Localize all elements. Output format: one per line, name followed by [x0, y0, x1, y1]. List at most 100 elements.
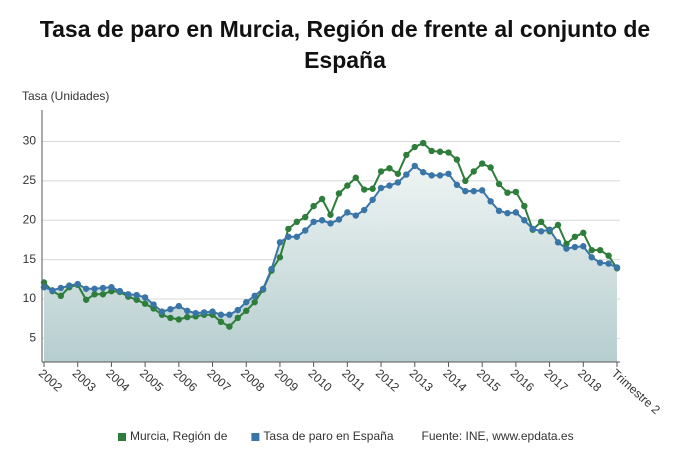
data-point: [419, 169, 427, 176]
data-point: [217, 318, 225, 326]
data-point: [478, 160, 486, 167]
data-point: [478, 187, 486, 194]
data-point: [588, 254, 595, 261]
y-axis-label: Tasa (Unidades): [22, 89, 109, 103]
y-tick-label: 10: [23, 291, 37, 305]
data-point: [57, 292, 65, 300]
data-point: [554, 221, 562, 229]
source: Fuente: INE, www.epdata.es: [422, 429, 574, 443]
data-point: [150, 301, 157, 308]
data-point: [251, 292, 258, 300]
data-point: [352, 174, 359, 181]
data-point: [487, 164, 494, 171]
data-point: [293, 233, 300, 240]
data-point: [453, 181, 461, 189]
data-point: [141, 300, 149, 307]
x-tick-label: 2012: [373, 366, 402, 394]
x-tick-label: 2011: [339, 366, 368, 394]
data-point: [512, 209, 520, 216]
data-point: [184, 307, 191, 315]
x-tick-label: 2014: [440, 366, 469, 394]
data-point: [251, 298, 258, 306]
data-point: [512, 188, 520, 196]
data-point: [310, 202, 317, 210]
data-point: [403, 171, 410, 178]
data-point: [167, 306, 174, 313]
x-tick-label: 2008: [238, 366, 267, 394]
data-point: [226, 323, 233, 330]
data-point: [57, 284, 65, 292]
data-point: [66, 282, 73, 289]
data-point: [521, 217, 528, 224]
data-point: [285, 225, 292, 233]
x-tick-label: 2018: [575, 366, 604, 394]
data-point: [217, 311, 225, 318]
data-point: [184, 313, 191, 321]
data-point: [293, 218, 300, 226]
data-point: [82, 296, 90, 303]
data-point: [428, 172, 435, 179]
data-point: [91, 285, 98, 292]
data-point: [537, 228, 545, 235]
data-point: [386, 165, 393, 172]
data-point: [386, 182, 393, 189]
data-point: [335, 216, 343, 223]
data-point: [462, 187, 469, 195]
data-point: [453, 156, 461, 163]
data-point: [605, 260, 612, 267]
data-point: [571, 243, 579, 251]
data-point: [116, 287, 124, 295]
y-tick-label: 20: [23, 212, 37, 226]
data-point: [428, 147, 435, 155]
x-tick-label: 2010: [306, 366, 335, 394]
data-point: [554, 239, 562, 246]
data-point: [82, 285, 90, 292]
area: [44, 165, 617, 362]
y-tick-label: 15: [23, 252, 37, 266]
data-point: [327, 220, 334, 227]
data-point: [377, 184, 385, 192]
data-point: [125, 291, 132, 298]
data-point: [108, 283, 115, 291]
data-point: [175, 316, 183, 323]
data-point: [91, 291, 98, 298]
x-tick-label: Trimestre 2: [609, 366, 663, 417]
data-point: [344, 182, 351, 189]
data-point: [537, 218, 545, 226]
data-point: [268, 265, 275, 273]
data-point: [529, 225, 536, 233]
data-point: [234, 314, 242, 322]
legend-swatch: [251, 433, 260, 441]
x-tick-label: 2013: [407, 366, 436, 394]
x-tick-label: 2006: [171, 366, 200, 394]
data-point: [259, 285, 267, 292]
x-tick-label: 2015: [474, 366, 503, 394]
x-tick-label: 2002: [36, 366, 65, 394]
data-point: [344, 209, 351, 216]
data-point: [394, 170, 402, 177]
data-point: [403, 151, 410, 159]
data-point: [613, 264, 621, 271]
data-point: [436, 148, 444, 155]
data-point: [141, 294, 149, 301]
data-point: [470, 187, 477, 195]
data-point: [285, 233, 292, 240]
data-point: [74, 280, 81, 288]
legend-swatch: [118, 433, 126, 441]
data-point: [411, 143, 418, 151]
data-point: [436, 172, 444, 179]
x-tick-label: 2004: [103, 366, 132, 394]
x-tick-label: 2016: [508, 366, 537, 394]
data-point: [276, 239, 284, 246]
data-point: [504, 189, 511, 196]
data-point: [318, 195, 326, 203]
data-point: [504, 209, 511, 217]
data-point: [327, 211, 334, 218]
data-point: [361, 186, 368, 193]
data-point: [335, 190, 343, 197]
data-point: [377, 168, 385, 175]
data-point: [563, 240, 570, 248]
data-point: [470, 168, 477, 175]
